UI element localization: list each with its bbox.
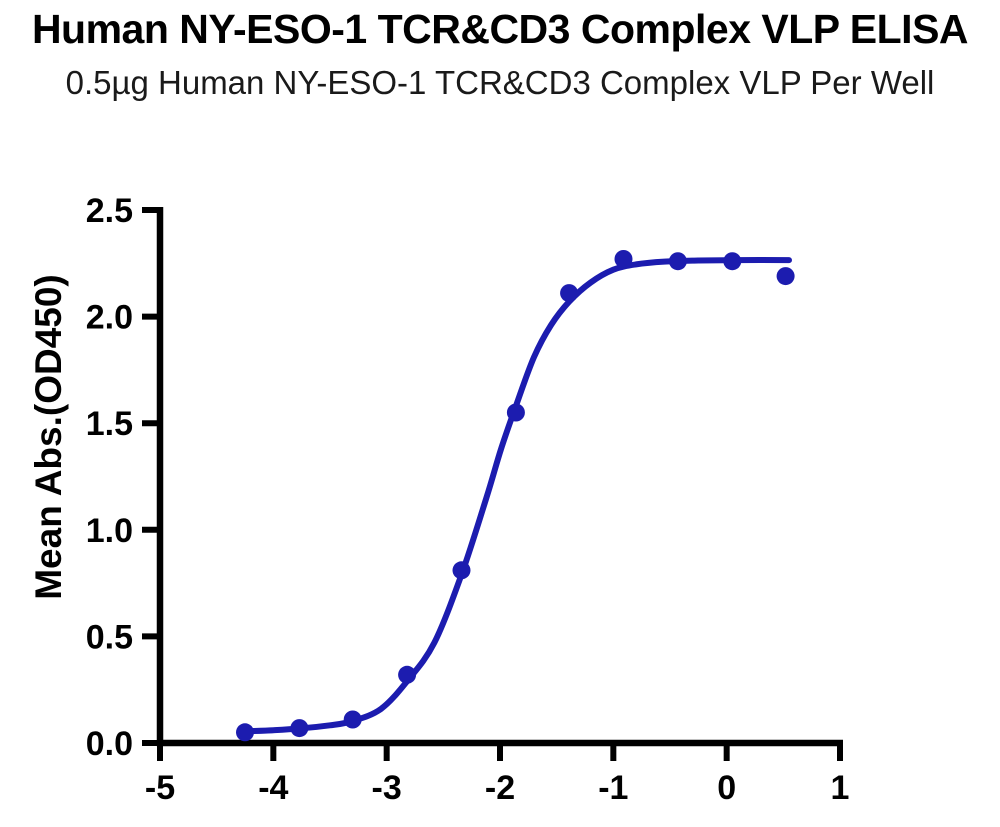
data-point <box>343 710 362 729</box>
y-tick-label: 1.0 <box>86 512 133 550</box>
x-tick-label: 1 <box>831 769 850 807</box>
y-tick-label: 0.0 <box>86 725 133 763</box>
data-point <box>668 252 687 271</box>
data-point <box>236 723 254 742</box>
x-tick-label: -4 <box>258 769 288 807</box>
chart-subtitle: 0.5µg Human NY-ESO-1 TCR&CD3 Complex VLP… <box>65 64 935 101</box>
data-point <box>398 665 417 684</box>
x-tick-label: -5 <box>145 769 175 807</box>
data-point <box>614 250 633 268</box>
y-tick-label: 2.5 <box>86 192 133 230</box>
fit-curve <box>242 257 792 735</box>
x-tick-label: -3 <box>372 769 402 807</box>
data-point <box>723 252 742 271</box>
y-tick-label: 0.5 <box>86 618 133 656</box>
x-tick-label: -2 <box>485 769 515 807</box>
x-tick-label: -1 <box>598 769 628 807</box>
data-point <box>506 403 525 422</box>
data-point <box>452 561 471 580</box>
x-tick-label: 0 <box>717 769 736 807</box>
axis-spines <box>156 207 843 747</box>
chart-title: Human NY-ESO-1 TCR&CD3 Complex VLP ELISA <box>31 6 969 52</box>
data-point <box>560 284 579 303</box>
data-point <box>776 267 795 286</box>
y-tick-label: 1.5 <box>86 405 133 443</box>
data-point <box>290 719 309 738</box>
y-tick-label: 2.0 <box>86 299 133 337</box>
